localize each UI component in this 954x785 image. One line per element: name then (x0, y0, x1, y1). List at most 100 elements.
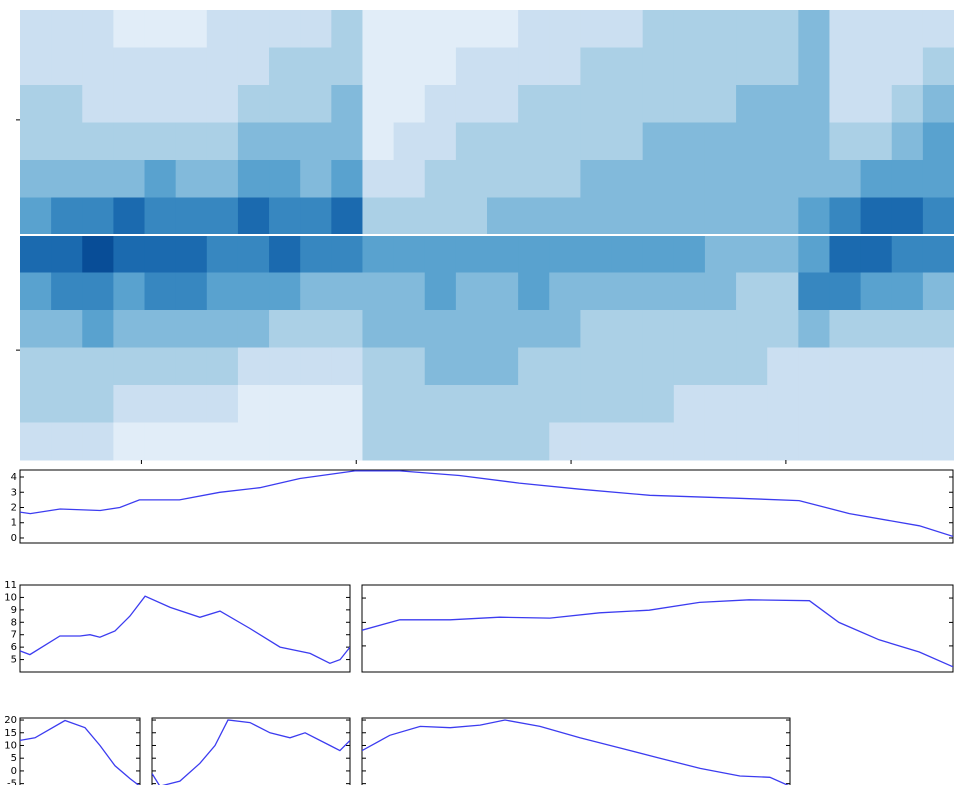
heatmap-cell (487, 310, 519, 348)
y-tick-label: 2 (11, 502, 17, 513)
heatmap-cell (829, 85, 861, 123)
heatmap-cell (362, 10, 394, 48)
heatmap-cell (425, 310, 457, 348)
heatmap-cell (705, 235, 737, 273)
heatmap-cell (861, 85, 893, 123)
heatmap-cell (861, 235, 893, 273)
heatmap-cell (176, 385, 208, 423)
heatmap-cell (767, 310, 799, 348)
heatmap-cell (145, 198, 177, 236)
heatmap-cell (82, 310, 114, 348)
heatmap-cell (238, 85, 270, 123)
heatmap-cell (456, 310, 488, 348)
heatmap-cell (643, 10, 675, 48)
heatmap-cell (362, 385, 394, 423)
heatmap-cell (892, 348, 924, 386)
heatmap-cell (20, 85, 52, 123)
heatmap-cell (549, 198, 581, 236)
heatmap-cell (300, 123, 332, 161)
heatmap-cell (643, 48, 675, 86)
y-tick-label: 11 (4, 580, 17, 591)
y-tick-label: 8 (11, 617, 17, 628)
heatmap-cell (82, 385, 114, 423)
heatmap-cell (20, 198, 52, 236)
heatmap-cell (861, 48, 893, 86)
heatmap-cell (798, 48, 830, 86)
heatmap-cell (705, 123, 737, 161)
heatmap-cell (238, 48, 270, 86)
heatmap-cell (923, 348, 954, 386)
y-tick-label: 0 (11, 766, 17, 777)
heatmap-cell (487, 85, 519, 123)
heatmap-cell (892, 160, 924, 198)
plot-frame (152, 718, 350, 785)
heatmap-cell (829, 160, 861, 198)
heatmap-cell (394, 123, 426, 161)
heatmap-cell (487, 235, 519, 273)
heatmap-cell (425, 273, 457, 311)
heatmap-cell (269, 160, 301, 198)
heatmap-cell (518, 85, 550, 123)
heatmap-cell (425, 10, 457, 48)
heatmap-cell (51, 310, 83, 348)
heatmap-cell (643, 348, 675, 386)
heatmap-cell (892, 235, 924, 273)
heatmap-cell (767, 85, 799, 123)
heatmap-cell (674, 235, 706, 273)
heatmap-cell (674, 198, 706, 236)
heatmap-cell (269, 10, 301, 48)
heatmap-cell (518, 198, 550, 236)
heatmap-cell (643, 385, 675, 423)
heatmap-cell (269, 85, 301, 123)
heatmap-cell (767, 198, 799, 236)
heatmap-cell (861, 385, 893, 423)
heatmap-cell (549, 423, 581, 461)
heatmap-cell (362, 348, 394, 386)
heatmap-cell (487, 160, 519, 198)
heatmap-cell (269, 385, 301, 423)
heatmap-cell (736, 310, 768, 348)
heatmap-cell (580, 160, 612, 198)
heatmap-cell (923, 198, 954, 236)
heatmap-cell (269, 310, 301, 348)
heatmap-cell (612, 160, 644, 198)
heatmap-cell (643, 423, 675, 461)
heatmap-cell (113, 423, 145, 461)
heatmap-cell (767, 10, 799, 48)
heatmap-cell (300, 423, 332, 461)
heatmap-cell (362, 123, 394, 161)
y-tick-label: -5 (7, 779, 17, 785)
heatmap-cell (362, 160, 394, 198)
heatmap-cell (238, 310, 270, 348)
heatmap-cell (51, 10, 83, 48)
heatmap-cell (705, 48, 737, 86)
heatmap-cell (798, 198, 830, 236)
heatmap-cell (113, 310, 145, 348)
heatmap-cell (518, 273, 550, 311)
heatmap-cell (20, 273, 52, 311)
heatmap-cell (767, 160, 799, 198)
heatmap-cell (705, 10, 737, 48)
heatmap-cell (425, 198, 457, 236)
heatmap-cell (580, 10, 612, 48)
heatmap-cell (238, 235, 270, 273)
heatmap-cell (20, 123, 52, 161)
heatmap-cell (456, 423, 488, 461)
heatmap-cell (829, 123, 861, 161)
heatmap-cell (145, 85, 177, 123)
heatmap-cell (612, 123, 644, 161)
heatmap-cell (300, 310, 332, 348)
heatmap-cell (861, 423, 893, 461)
heatmap-cell (643, 273, 675, 311)
heatmap-cell (331, 310, 363, 348)
heatmap-cell (923, 10, 954, 48)
heatmap-cell (456, 235, 488, 273)
heatmap-cell (82, 85, 114, 123)
heatmap-cell (82, 160, 114, 198)
heatmap-cell (207, 48, 239, 86)
heatmap-cell (176, 123, 208, 161)
profile-line (152, 720, 350, 785)
heatmap-cell (394, 423, 426, 461)
heatmap-cell (829, 198, 861, 236)
heatmap-cell (145, 385, 177, 423)
